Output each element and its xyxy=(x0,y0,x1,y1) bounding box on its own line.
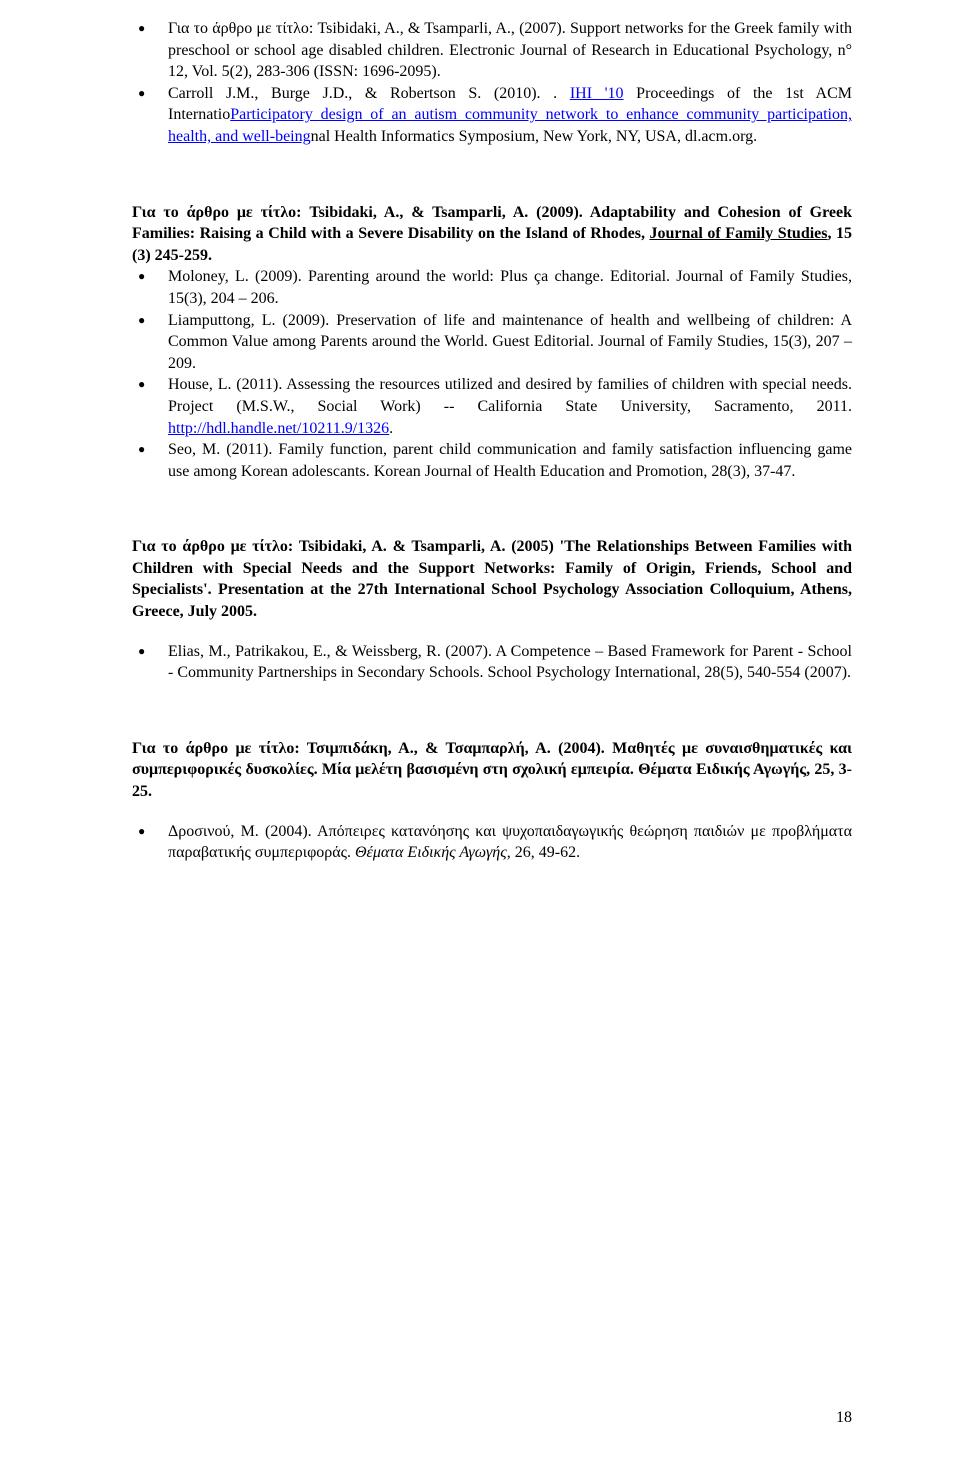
citation-text: Carroll J.M., Burge J.D., & Robertson S.… xyxy=(168,85,570,102)
citation-text: . xyxy=(389,420,393,437)
list-item: House, L. (2011). Assessing the resource… xyxy=(132,374,852,439)
citation-text: nal Health Informatics Symposium, New Yo… xyxy=(311,128,758,145)
citation-text: House, L. (2011). Assessing the resource… xyxy=(168,376,852,415)
list-item: Carroll J.M., Burge J.D., & Robertson S.… xyxy=(132,83,852,148)
journal-italic: Θέματα Ειδικής Αγωγής, xyxy=(355,844,511,861)
citation-text: Elias, M., Patrikakou, E., & Weissberg, … xyxy=(168,643,852,682)
section-1: Για το άρθρο με τίτλο: Tsibidaki, A., & … xyxy=(132,18,852,148)
section-4: Για το άρθρο με τίτλο: Τσιμπιδάκη, Α., &… xyxy=(132,738,852,864)
list-item: Liamputtong, L. (2009). Preservation of … xyxy=(132,310,852,375)
section-heading: Για το άρθρο με τίτλο: Tsibidaki, A. & T… xyxy=(132,536,852,622)
citation-text: Moloney, L. (2009). Parenting around the… xyxy=(168,268,852,307)
list-item: Για το άρθρο με τίτλο: Tsibidaki, A., & … xyxy=(132,18,852,83)
list-item: Δροσινού, Μ. (2004). Απόπειρες κατανόηση… xyxy=(132,821,852,864)
journal-link[interactable]: Journal of Family Studies xyxy=(650,225,828,242)
citation-text: Για το άρθρο με τίτλο: Tsibidaki, A., & … xyxy=(168,20,852,80)
ihi-link[interactable]: IHI '10 xyxy=(570,85,624,102)
list-item: Elias, M., Patrikakou, E., & Weissberg, … xyxy=(132,641,852,684)
handle-link[interactable]: http://hdl.handle.net/10211.9/1326 xyxy=(168,420,389,437)
citation-text: 26, 49-62. xyxy=(511,844,580,861)
page-number: 18 xyxy=(836,1407,852,1429)
citation-text: Seo, M. (2011). Family function, parent … xyxy=(168,441,852,480)
section-2: Για το άρθρο με τίτλο: Tsibidaki, A., & … xyxy=(132,202,852,483)
citation-text: Liamputtong, L. (2009). Preservation of … xyxy=(168,312,852,372)
section-3: Για το άρθρο με τίτλο: Tsibidaki, A. & T… xyxy=(132,536,852,684)
section-heading: Για το άρθρο με τίτλο: Τσιμπιδάκη, Α., &… xyxy=(132,738,852,803)
list-item: Moloney, L. (2009). Parenting around the… xyxy=(132,266,852,309)
section-heading: Για το άρθρο με τίτλο: Tsibidaki, A., & … xyxy=(132,202,852,267)
list-item: Seo, M. (2011). Family function, parent … xyxy=(132,439,852,482)
